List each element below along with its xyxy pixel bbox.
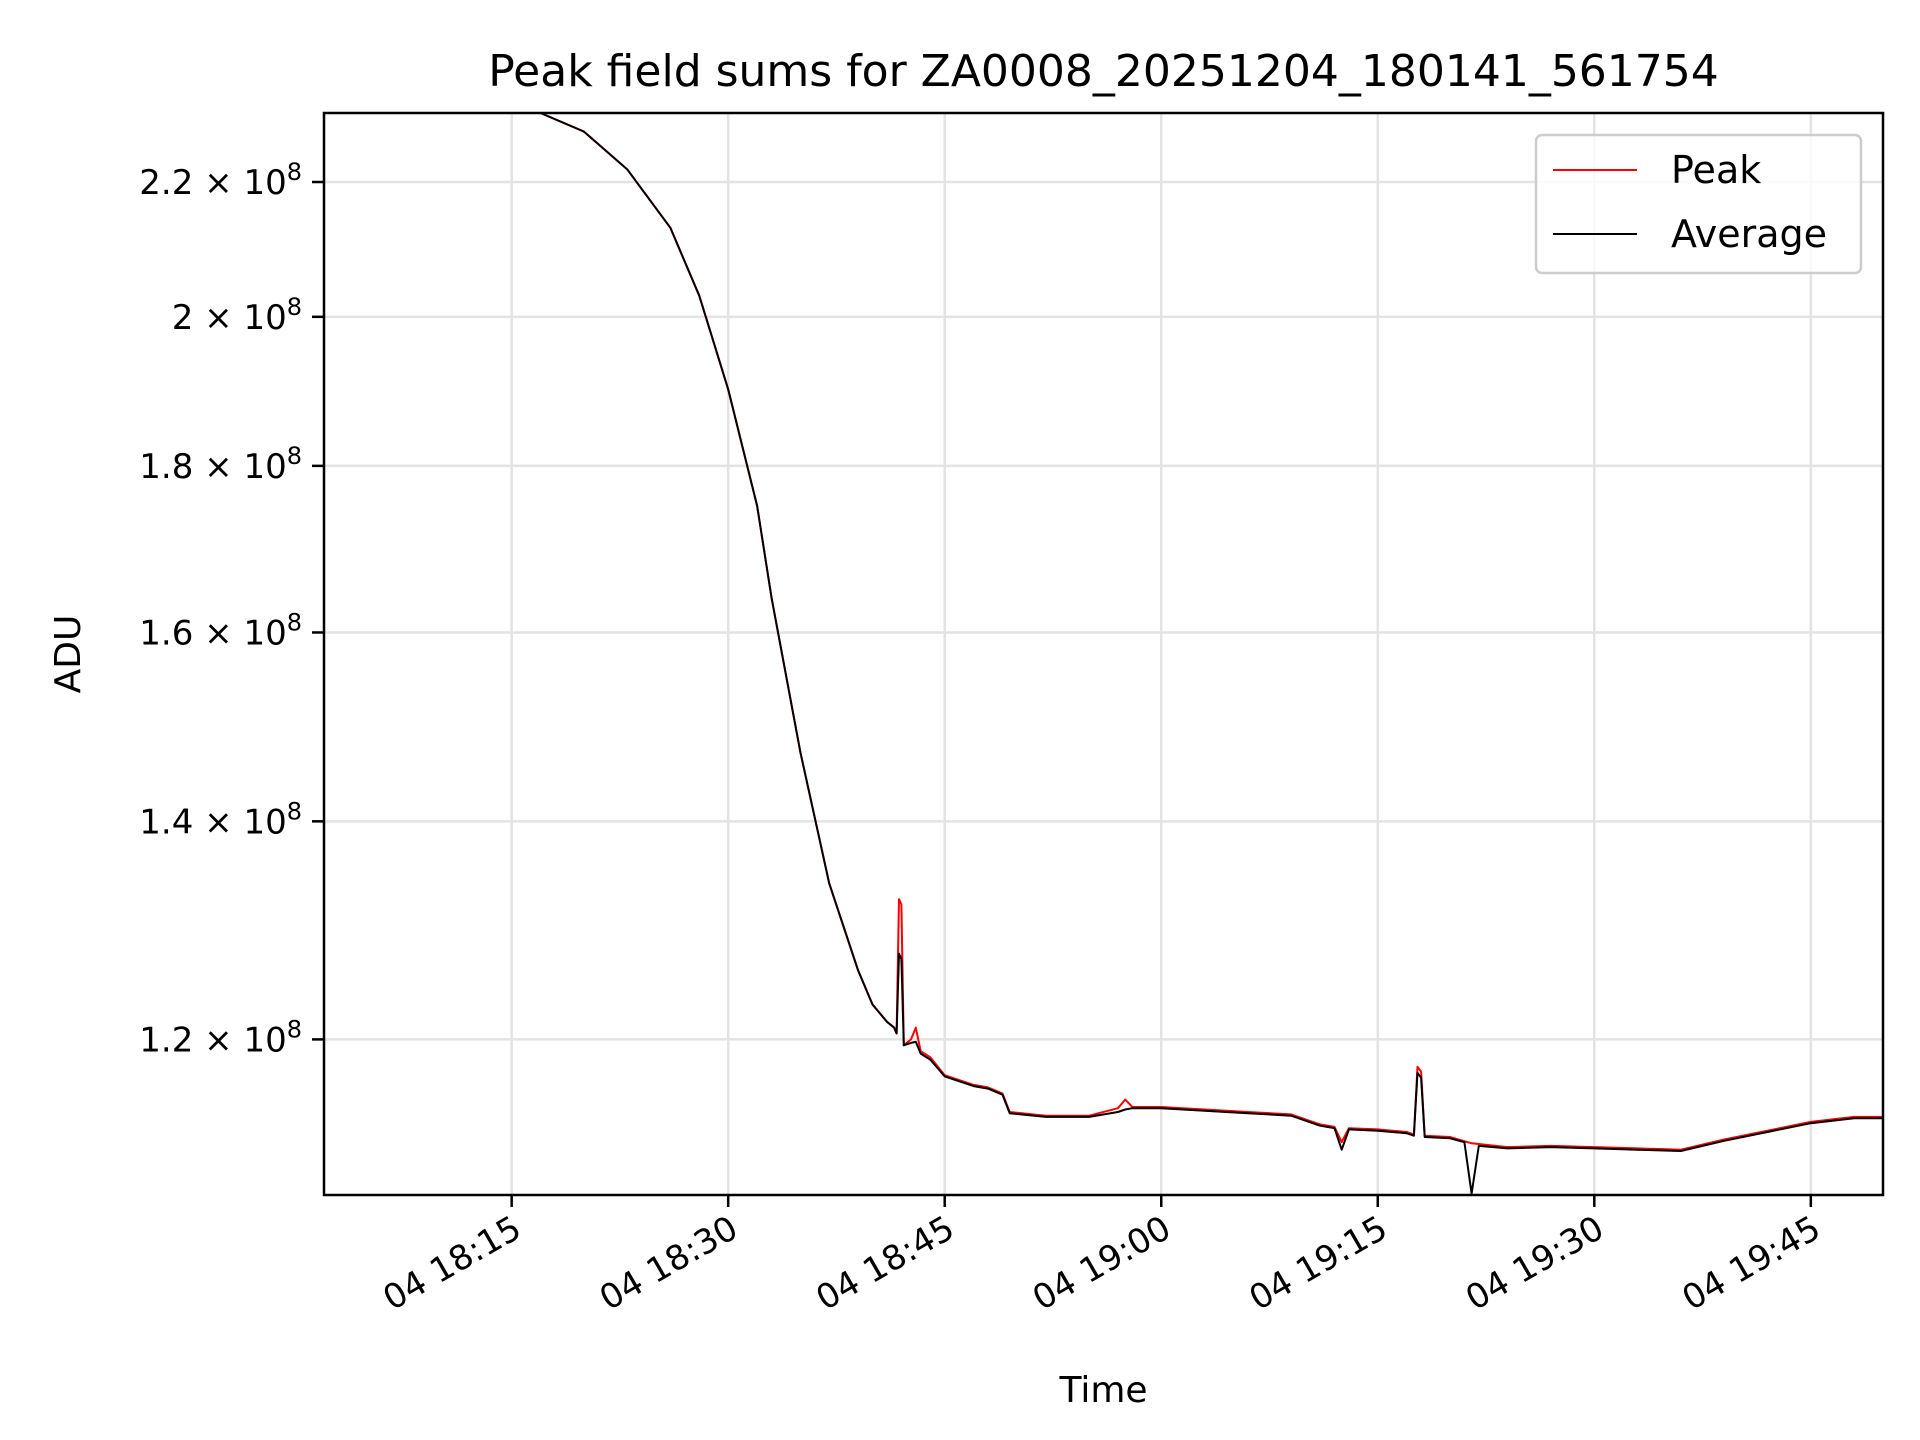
y-tick-times: × 10: [193, 613, 286, 653]
y-tick-times: × 10: [193, 802, 286, 842]
y-tick-times: × 10: [193, 1020, 286, 1060]
plot-frame: [322, 111, 1885, 1197]
y-tick-mantissa: 1.2: [139, 1020, 193, 1060]
y-tick-mantissa: 2.2: [139, 163, 193, 203]
chart-title: Peak field sums for ZA0008_20251204_1801…: [488, 46, 1719, 97]
y-tick-exponent: 8: [287, 293, 302, 321]
y-tick-mantissa: 1.8: [139, 447, 193, 487]
legend: Peak Average: [1534, 133, 1863, 275]
y-tick-exponent: 8: [287, 442, 302, 470]
series-lines: [324, 112, 1883, 1195]
y-tick-mantissa: 1.4: [139, 802, 193, 842]
y-tick-label: 1.6 × 108: [139, 608, 302, 653]
y-tick-exponent: 8: [287, 158, 302, 186]
grid: [324, 113, 1883, 1195]
y-tick-exponent: 8: [287, 1015, 302, 1043]
y-tick-label: 1.2 × 108: [139, 1015, 302, 1060]
y-tick-mantissa: 1.6: [139, 613, 193, 653]
legend-label-average: Average: [1671, 212, 1827, 256]
y-tick-times: × 10: [193, 447, 286, 487]
y-tick-exponent: 8: [287, 797, 302, 825]
legend-label-peak: Peak: [1671, 148, 1761, 192]
y-tick-mantissa: 2: [172, 298, 194, 338]
y-tick-exponent: 8: [287, 608, 302, 636]
y-axis-label: ADU: [48, 615, 89, 694]
y-tick-label: 2.2 × 108: [139, 158, 302, 203]
x-axis-label: Time: [1058, 1370, 1147, 1411]
series-line-average: [324, 112, 1883, 1195]
y-tick-times: × 10: [193, 163, 286, 203]
y-tick-label: 1.8 × 108: [139, 442, 302, 487]
y-tick-label: 1.4 × 108: [139, 797, 302, 842]
y-tick-times: × 10: [193, 298, 286, 338]
y-tick-label: 2 × 108: [172, 293, 302, 338]
